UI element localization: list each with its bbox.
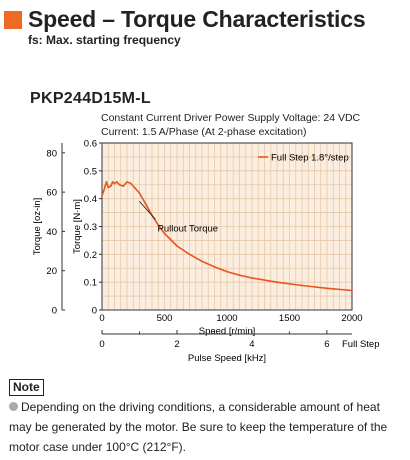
y-tick-label: 0.4 <box>84 194 97 205</box>
x2-tick-label: 4 <box>249 339 254 350</box>
x2-end-label: Full Step <box>342 339 380 350</box>
y2-tick-label: 80 <box>46 148 57 159</box>
y-tick-label: 0.1 <box>84 278 97 289</box>
note-body: Depending on the driving conditions, a c… <box>9 400 388 454</box>
y-tick-label: 0.3 <box>84 222 97 233</box>
x2-tick-label: 0 <box>99 339 104 350</box>
y-axis-title: Torque [N·m] <box>72 199 83 254</box>
legend-label: Full Step 1.8°/step <box>271 153 349 164</box>
series-point <box>111 181 114 183</box>
x-axis-title: Speed [r/min] <box>199 326 256 337</box>
y-tick-label: 0.2 <box>84 250 97 261</box>
x2-axis-title: Pulse Speed [kHz] <box>188 353 266 364</box>
series-point <box>213 265 216 268</box>
page-title: Speed – Torque Characteristics <box>28 6 366 32</box>
series-point <box>226 270 228 273</box>
series-point <box>133 186 136 189</box>
series-point <box>122 185 125 188</box>
x-tick-label: 1000 <box>216 313 237 324</box>
note-text: Depending on the driving conditions, a c… <box>9 397 405 457</box>
series-point <box>176 245 178 247</box>
x-tick-label: 500 <box>157 313 173 324</box>
y2-tick-label: 0 <box>52 306 57 317</box>
series-point <box>201 260 203 263</box>
y-tick-label: 0.5 <box>84 166 97 177</box>
model-name: PKP244D15M-L <box>30 90 151 107</box>
series-point <box>238 274 241 277</box>
series-point <box>107 186 110 189</box>
series-point <box>163 232 166 235</box>
x-tick-label: 0 <box>99 313 104 324</box>
speed-torque-chart: 00.10.20.30.40.50.60 500 1000 1500 2000Speed… <box>32 139 380 365</box>
series-point <box>101 194 103 197</box>
y2-tick-label: 20 <box>46 266 57 277</box>
series-point <box>105 181 108 183</box>
series-point <box>116 181 118 183</box>
series-point <box>109 185 112 188</box>
y2-axis-title: Torque [oz-in] <box>32 198 43 256</box>
note-label: Note <box>9 379 44 396</box>
subtitle: fs: Max. starting frequency <box>28 33 181 47</box>
series-point <box>188 253 191 256</box>
annotation-leader <box>139 201 156 220</box>
annotation-label: Pullout Torque <box>158 223 219 234</box>
y2-tick-label: 40 <box>46 227 57 238</box>
series-point <box>129 182 132 185</box>
series-point <box>301 284 303 287</box>
series-point <box>144 203 147 206</box>
x2-tick-label: 2 <box>174 339 179 350</box>
series-point <box>113 182 116 185</box>
x-tick-label: 2000 <box>341 313 362 324</box>
header-square-icon <box>4 10 22 29</box>
x-tick-label: 1500 <box>279 313 300 324</box>
y-tick-label: 0.6 <box>84 139 97 150</box>
series-point <box>126 181 128 183</box>
series-point <box>276 281 278 284</box>
series-point <box>138 192 141 195</box>
y2-tick-label: 60 <box>46 188 57 199</box>
conditions-line-2: Current: 1.5 A/Phase (At 2-phase excitat… <box>101 126 307 138</box>
series-point <box>251 277 253 279</box>
series-point <box>351 289 353 292</box>
series-point <box>326 287 328 290</box>
x2-tick-label: 6 <box>324 339 329 350</box>
y-tick-label: 0 <box>92 306 97 317</box>
section-header: Speed – Torque Characteristics <box>4 6 366 33</box>
series-point <box>157 224 160 227</box>
series-point <box>102 189 105 192</box>
series-point <box>118 183 121 186</box>
bullet-icon <box>9 402 18 411</box>
conditions-line-1: Constant Current Driver Power Supply Vol… <box>101 112 361 124</box>
